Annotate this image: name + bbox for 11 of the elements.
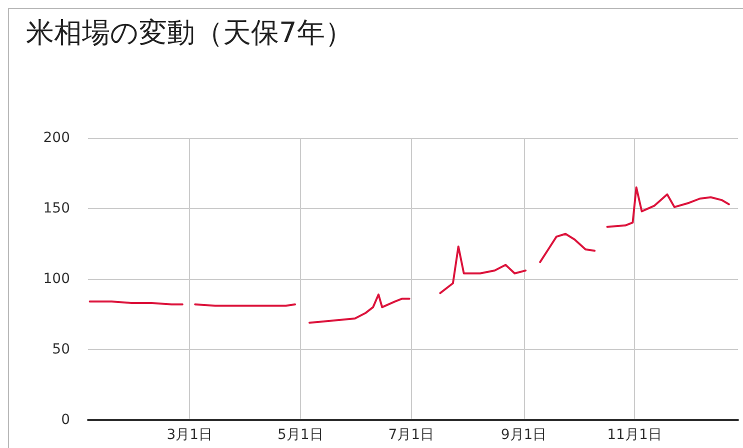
y-tick-label: 200 [43, 130, 70, 146]
y-tick-label: 50 [52, 342, 70, 358]
x-tick-label: 11月1日 [607, 427, 662, 443]
y-tick-label: 150 [43, 200, 70, 216]
y-tick-label: 100 [43, 271, 70, 287]
x-tick-label: 7月1日 [388, 427, 434, 443]
x-tick-label: 3月1日 [166, 427, 213, 443]
x-tick-label: 9月1日 [500, 427, 547, 443]
chart-title: 米相場の変動（天保7年） [26, 15, 353, 51]
y-tick-label: 0 [61, 412, 70, 428]
x-tick-label: 5月1日 [278, 427, 324, 443]
